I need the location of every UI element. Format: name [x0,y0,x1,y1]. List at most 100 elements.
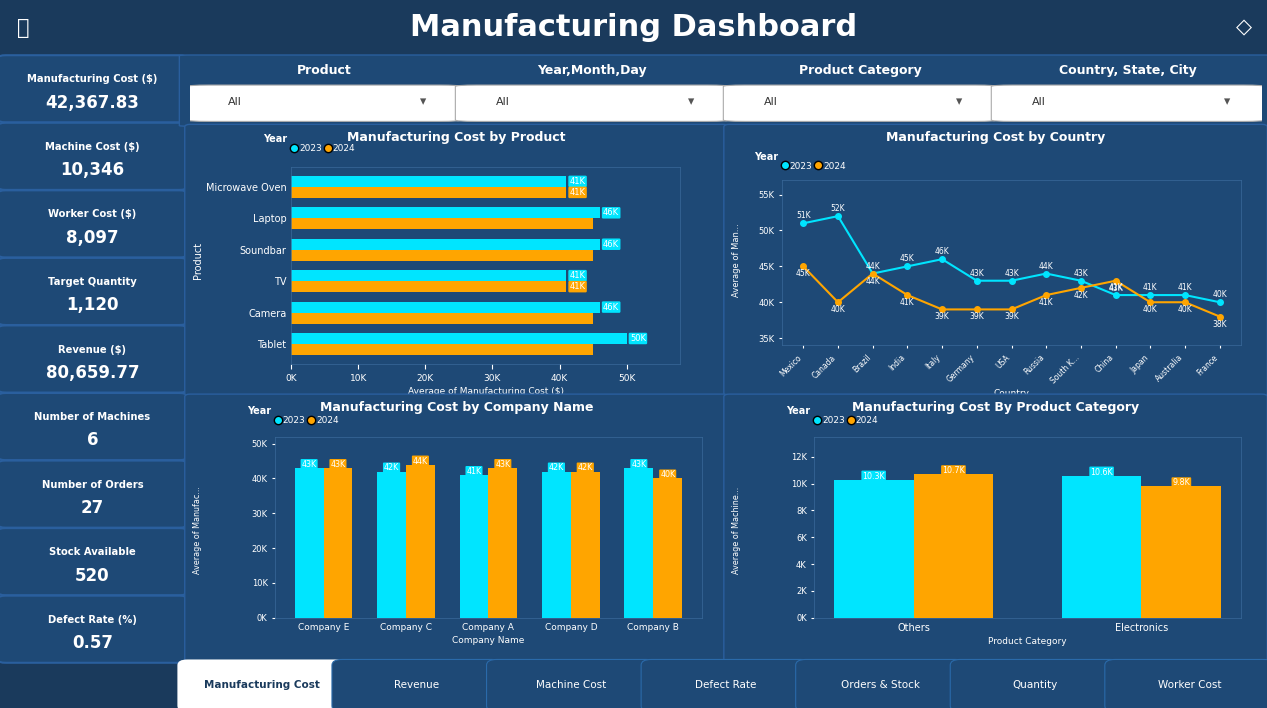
Text: 42K: 42K [384,464,399,472]
Bar [291,218,593,229]
Text: Average of Manufac...: Average of Manufac... [193,486,203,573]
FancyBboxPatch shape [180,55,1267,126]
Bar [291,270,566,281]
Text: 45K: 45K [900,254,915,263]
Text: 40K: 40K [1143,305,1158,314]
FancyBboxPatch shape [188,85,461,121]
Text: 10.7K: 10.7K [943,466,964,475]
Bar [291,250,593,261]
Text: 44K: 44K [413,457,428,466]
Text: 46K: 46K [603,302,620,312]
Bar [405,464,435,618]
Text: 42K: 42K [549,464,564,472]
Bar [1142,486,1221,618]
Text: 43K: 43K [331,460,346,469]
Text: 40K: 40K [831,305,845,314]
Text: 39K: 39K [969,312,984,321]
Text: 41K: 41K [570,271,585,280]
Text: Manufacturing Cost: Manufacturing Cost [204,680,321,690]
Text: Product: Product [296,64,351,77]
Text: Country, State, City: Country, State, City [1059,64,1197,77]
Text: 1,120: 1,120 [66,297,119,314]
Text: 43K: 43K [302,460,317,469]
Text: Manufacturing Cost by Company Name: Manufacturing Cost by Company Name [319,401,593,414]
Text: 80,659.77: 80,659.77 [46,364,139,382]
Text: 46K: 46K [603,240,620,249]
Text: ▾: ▾ [1224,96,1230,108]
Text: Product: Product [193,241,203,279]
Legend: 2023, 2024: 2023, 2024 [783,161,846,171]
Text: 41K: 41K [570,177,585,186]
FancyBboxPatch shape [0,55,186,122]
Text: Machine Cost: Machine Cost [536,680,607,690]
Text: Defect Rate: Defect Rate [696,680,756,690]
Text: Average of Machine...: Average of Machine... [732,486,741,573]
Text: All: All [764,97,778,107]
Text: Manufacturing Cost by Product: Manufacturing Cost by Product [347,131,565,144]
Text: 520: 520 [75,566,110,585]
Text: Revenue ($): Revenue ($) [58,345,127,355]
X-axis label: Average of Manufacturing Cost ($): Average of Manufacturing Cost ($) [408,387,564,396]
FancyBboxPatch shape [0,528,186,595]
Bar [323,468,352,618]
Text: 40K: 40K [660,470,675,479]
Text: 41K: 41K [1143,283,1158,292]
Text: 41K: 41K [1109,283,1123,292]
Text: Product Category: Product Category [798,64,921,77]
Text: 43K: 43K [969,269,984,278]
Text: 50K: 50K [630,334,646,343]
Text: 39K: 39K [1005,312,1019,321]
Text: 39K: 39K [935,312,949,321]
Text: 40K: 40K [1213,290,1228,299]
Text: 43K: 43K [631,460,646,469]
FancyBboxPatch shape [455,85,729,121]
Text: 44K: 44K [865,261,881,270]
FancyBboxPatch shape [0,190,186,258]
Text: Quantity: Quantity [1012,680,1058,690]
Bar [378,472,405,618]
Bar [291,333,627,344]
Text: 27: 27 [81,499,104,517]
Text: 38K: 38K [1213,319,1228,329]
Text: ◇: ◇ [1237,18,1252,38]
Text: 41K: 41K [900,298,915,307]
Text: Average of Man...: Average of Man... [732,223,741,297]
Text: Year: Year [754,152,778,162]
Text: Stock Available: Stock Available [49,547,136,557]
Bar [914,474,993,618]
FancyBboxPatch shape [723,394,1267,666]
Text: 41K: 41K [1178,283,1192,292]
Text: 41K: 41K [570,188,585,197]
Bar [625,468,654,618]
Text: 10.6K: 10.6K [1091,467,1112,476]
Text: 43K: 43K [1109,284,1123,293]
Bar [291,239,599,250]
Text: 41K: 41K [1039,298,1054,307]
Text: 46K: 46K [603,208,620,217]
Text: Manufacturing Dashboard: Manufacturing Dashboard [411,13,856,42]
Bar [542,472,571,618]
Text: All: All [228,97,242,107]
Text: 51K: 51K [796,211,811,220]
FancyBboxPatch shape [723,85,997,121]
Text: ▾: ▾ [957,96,963,108]
Text: 10,346: 10,346 [61,161,124,179]
Legend: 2023, 2024: 2023, 2024 [291,144,355,153]
Text: 6: 6 [86,431,99,450]
FancyBboxPatch shape [0,461,186,527]
Text: Year: Year [264,135,288,144]
Text: Number of Orders: Number of Orders [42,479,143,490]
Bar [488,468,517,618]
Text: 41K: 41K [570,282,585,291]
Text: Manufacturing Cost By Product Category: Manufacturing Cost By Product Category [851,401,1139,414]
Text: 44K: 44K [1039,261,1054,270]
FancyBboxPatch shape [0,393,186,460]
FancyBboxPatch shape [723,125,1267,396]
Text: Orders & Stock: Orders & Stock [841,680,920,690]
FancyBboxPatch shape [991,85,1264,121]
FancyBboxPatch shape [0,326,186,392]
Text: Machine Cost ($): Machine Cost ($) [46,142,139,152]
Text: Worker Cost: Worker Cost [1158,680,1221,690]
Text: 42K: 42K [1073,291,1088,300]
Text: Revenue: Revenue [394,680,440,690]
